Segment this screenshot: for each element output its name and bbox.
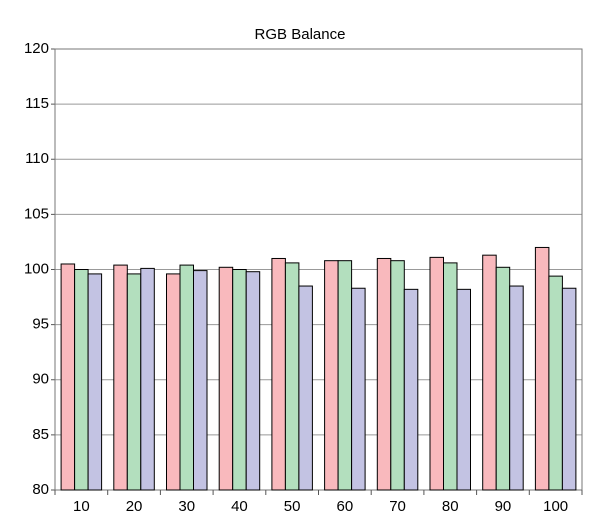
bar	[218, 266, 234, 491]
x-tick-label: 40	[231, 498, 248, 515]
bar	[337, 260, 353, 491]
bar	[298, 285, 313, 491]
y-tick-label: 120	[24, 40, 49, 57]
y-tick-label: 105	[24, 205, 49, 222]
x-tick-label: 100	[543, 498, 568, 515]
bar	[87, 273, 103, 491]
x-tick-label: 50	[284, 498, 301, 515]
bar	[403, 288, 419, 491]
y-tick-label: 80	[32, 481, 49, 498]
bar	[193, 270, 208, 491]
y-tick-label: 95	[32, 316, 49, 333]
bar	[140, 267, 155, 491]
x-tick-label: 30	[178, 498, 195, 515]
bar	[284, 262, 300, 491]
bar	[351, 287, 366, 491]
bar	[271, 257, 286, 491]
bar	[495, 266, 511, 491]
y-tick-label: 115	[25, 95, 49, 112]
bar	[324, 260, 339, 491]
bar	[534, 246, 550, 491]
bar	[429, 256, 444, 491]
bar	[113, 264, 128, 491]
bar	[179, 264, 194, 491]
x-tick-label: 60	[337, 498, 354, 515]
y-tick-label: 100	[24, 260, 49, 277]
bar	[74, 269, 89, 491]
bar	[548, 275, 563, 491]
x-tick-label: 90	[495, 498, 512, 515]
bar	[232, 269, 247, 491]
x-tick-label: 20	[126, 498, 143, 515]
bar	[456, 288, 471, 491]
bar	[482, 254, 497, 491]
bar	[509, 285, 524, 491]
y-tick-label: 110	[25, 150, 49, 167]
bar	[60, 263, 76, 491]
bar	[390, 260, 405, 491]
bar	[166, 273, 181, 491]
x-tick-label: 70	[389, 498, 406, 515]
bar	[443, 262, 458, 491]
x-tick-label: 10	[73, 498, 90, 515]
bar	[376, 257, 392, 491]
y-tick-label: 85	[32, 426, 49, 443]
chart-title: RGB Balance	[255, 26, 346, 43]
y-tick-label: 90	[32, 371, 49, 388]
bar	[245, 271, 261, 491]
bar	[561, 287, 577, 491]
bar	[126, 273, 142, 491]
x-tick-label: 80	[442, 498, 459, 515]
